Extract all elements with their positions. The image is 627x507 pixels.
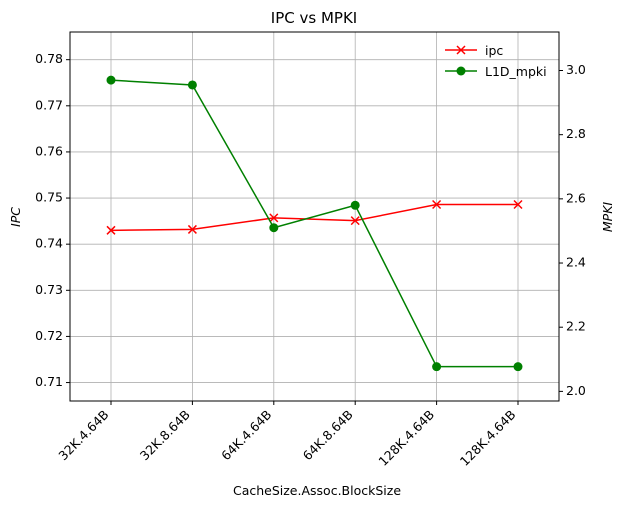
right-y-tick-label: 2.4 bbox=[566, 255, 586, 270]
right-y-tick-label: 2.8 bbox=[566, 126, 586, 141]
right-y-tick-label: 2.0 bbox=[566, 383, 586, 398]
ipc-point bbox=[350, 216, 360, 226]
legend-mpki-label: L1D_mpki bbox=[485, 64, 547, 79]
x-axis-label: CacheSize.Assoc.BlockSize bbox=[233, 483, 401, 498]
ipc-point bbox=[187, 224, 197, 234]
chart-title: IPC vs MPKI bbox=[271, 9, 357, 27]
x-tick-label: 128K.4.64B bbox=[457, 407, 519, 469]
plot-frame bbox=[69, 31, 560, 402]
left-y-tick-label: 0.73 bbox=[35, 282, 63, 297]
grid-lines bbox=[70, 32, 559, 401]
legend-ipc-label: ipc bbox=[485, 43, 503, 58]
right-y-tick-label: 3.0 bbox=[566, 62, 586, 77]
right-y-axis: 2.0 2.2 2.4 2.6 2.8 3.0 bbox=[559, 62, 586, 398]
left-y-tick-label: 0.77 bbox=[35, 97, 63, 112]
left-y-tick-label: 0.75 bbox=[35, 190, 63, 205]
ipc-point bbox=[106, 225, 116, 235]
x-tick-label: 64K.4.64B bbox=[218, 407, 274, 463]
l1d-mpki-point bbox=[106, 75, 116, 85]
l1d-mpki-point bbox=[187, 80, 197, 90]
right-y-tick-label: 2.2 bbox=[566, 319, 586, 334]
right-y-tick-label: 2.6 bbox=[566, 190, 586, 205]
ipc-point bbox=[513, 199, 523, 210]
right-y-axis-label: MPKI bbox=[600, 202, 615, 233]
x-axis: 32K.4.64B 32K.8.64B 64K.4.64B 64K.8.64B 128K… bbox=[55, 401, 519, 469]
x-tick-label: 32K.8.64B bbox=[137, 407, 193, 463]
ipc-series-line bbox=[110, 203, 518, 232]
legend: ipc L1D_mpki bbox=[445, 43, 547, 79]
l1d-mpki-point bbox=[350, 200, 360, 210]
left-y-tick-label: 0.71 bbox=[35, 374, 63, 389]
left-y-tick-label: 0.74 bbox=[35, 236, 63, 251]
l1d-mpki-point bbox=[432, 362, 442, 372]
legend-ipc-marker bbox=[456, 45, 466, 55]
legend-mpki-marker bbox=[456, 66, 466, 76]
series-layer bbox=[106, 75, 523, 372]
ipc-point bbox=[432, 199, 442, 210]
left-y-tick-label: 0.78 bbox=[35, 51, 63, 66]
left-y-tick-label: 0.76 bbox=[35, 143, 63, 158]
l1d-mpki-point bbox=[513, 362, 523, 372]
x-tick-label: 128K.4.64B bbox=[375, 407, 437, 469]
left-y-tick-label: 0.72 bbox=[35, 328, 63, 343]
l1d-mpki-series-line bbox=[110, 79, 518, 368]
left-y-axis-label: IPC bbox=[8, 207, 23, 227]
x-tick-label: 64K.8.64B bbox=[300, 407, 356, 463]
ipc-point bbox=[269, 213, 279, 223]
l1d-mpki-point bbox=[269, 223, 279, 233]
left-y-axis: 0.71 0.72 0.73 0.74 0.75 0.76 0.77 0.78 bbox=[35, 51, 70, 389]
x-tick-label: 32K.4.64B bbox=[55, 407, 111, 463]
